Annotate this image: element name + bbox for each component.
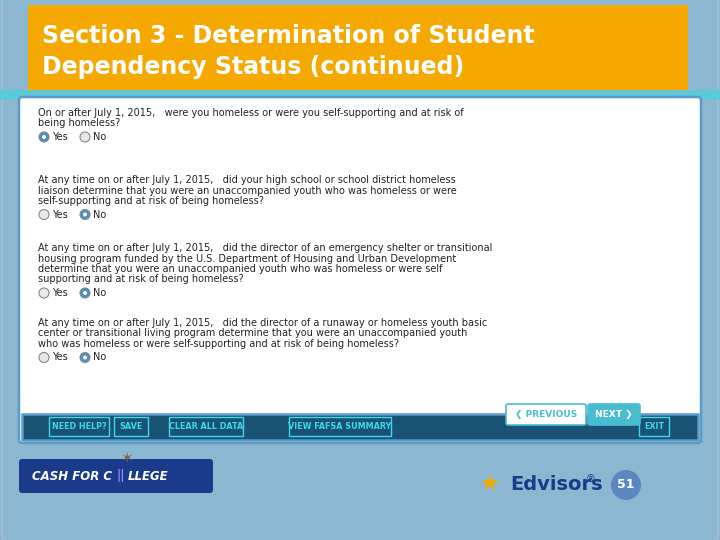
FancyBboxPatch shape: [289, 417, 391, 436]
Text: CASH FOR C: CASH FOR C: [32, 469, 112, 483]
Text: VIEW FAFSA SUMMARY: VIEW FAFSA SUMMARY: [288, 422, 392, 431]
Text: No: No: [93, 132, 107, 142]
Text: At any time on or after July 1, 2015,   did the director of an emergency shelter: At any time on or after July 1, 2015, di…: [38, 243, 492, 253]
Text: NEED HELP?: NEED HELP?: [52, 422, 107, 431]
Text: self-supporting and at risk of being homeless?: self-supporting and at risk of being hom…: [38, 196, 264, 206]
Text: determine that you were an unaccompanied youth who was homeless or were self: determine that you were an unaccompanied…: [38, 264, 443, 274]
Text: center or transitional living program determine that you were an unaccompanied y: center or transitional living program de…: [38, 328, 467, 339]
FancyBboxPatch shape: [114, 417, 148, 436]
Text: No: No: [93, 210, 107, 219]
Text: who was homeless or were self-supporting and at risk of being homeless?: who was homeless or were self-supporting…: [38, 339, 399, 349]
Circle shape: [80, 288, 90, 298]
Circle shape: [80, 132, 90, 142]
Text: ✶: ✶: [121, 450, 133, 465]
Text: CLEAR ALL DATA: CLEAR ALL DATA: [169, 422, 243, 431]
Text: supporting and at risk of being homeless?: supporting and at risk of being homeless…: [38, 274, 243, 285]
Text: Section 3 - Determination of Student: Section 3 - Determination of Student: [42, 24, 535, 48]
Text: EXIT: EXIT: [644, 422, 664, 431]
Text: No: No: [93, 353, 107, 362]
FancyBboxPatch shape: [588, 404, 640, 425]
Text: Edvisors: Edvisors: [510, 476, 603, 495]
Circle shape: [83, 291, 87, 295]
Text: At any time on or after July 1, 2015,   did your high school or school district : At any time on or after July 1, 2015, di…: [38, 175, 456, 185]
Text: ❮ PREVIOUS: ❮ PREVIOUS: [515, 410, 577, 419]
FancyBboxPatch shape: [19, 459, 213, 493]
Text: On or after July 1, 2015,   were you homeless or were you self-supporting and at: On or after July 1, 2015, were you homel…: [38, 108, 464, 118]
FancyBboxPatch shape: [639, 417, 669, 436]
Text: NEXT ❯: NEXT ❯: [595, 410, 633, 419]
Text: Yes: Yes: [52, 288, 68, 298]
Circle shape: [39, 288, 49, 298]
Text: liaison determine that you were an unaccompanied youth who was homeless or were: liaison determine that you were an unacc…: [38, 186, 456, 195]
FancyBboxPatch shape: [28, 5, 688, 90]
Circle shape: [80, 353, 90, 362]
Circle shape: [80, 210, 90, 219]
Text: Yes: Yes: [52, 132, 68, 142]
Text: ®: ®: [586, 474, 595, 484]
Text: Yes: Yes: [52, 210, 68, 219]
FancyBboxPatch shape: [19, 97, 701, 443]
Text: ||: ||: [117, 469, 125, 483]
Bar: [0, 90, 720, 100]
Text: Yes: Yes: [52, 353, 68, 362]
Text: Dependency Status (continued): Dependency Status (continued): [42, 55, 464, 79]
Circle shape: [39, 132, 49, 142]
Circle shape: [83, 355, 87, 360]
FancyBboxPatch shape: [49, 417, 109, 436]
Circle shape: [42, 135, 46, 139]
Circle shape: [83, 213, 87, 217]
Text: At any time on or after July 1, 2015,   did the director of a runaway or homeles: At any time on or after July 1, 2015, di…: [38, 318, 487, 328]
FancyBboxPatch shape: [169, 417, 243, 436]
Text: 51: 51: [617, 478, 635, 491]
Circle shape: [39, 210, 49, 219]
Text: LLEGE: LLEGE: [128, 469, 168, 483]
Text: No: No: [93, 288, 107, 298]
Text: SAVE: SAVE: [120, 422, 143, 431]
Circle shape: [611, 470, 641, 500]
Text: being homeless?: being homeless?: [38, 118, 120, 129]
FancyBboxPatch shape: [506, 404, 586, 425]
Bar: [22, 414, 698, 440]
Text: ★: ★: [480, 475, 500, 495]
Circle shape: [39, 353, 49, 362]
Text: housing program funded by the U.S. Department of Housing and Urban Development: housing program funded by the U.S. Depar…: [38, 253, 456, 264]
